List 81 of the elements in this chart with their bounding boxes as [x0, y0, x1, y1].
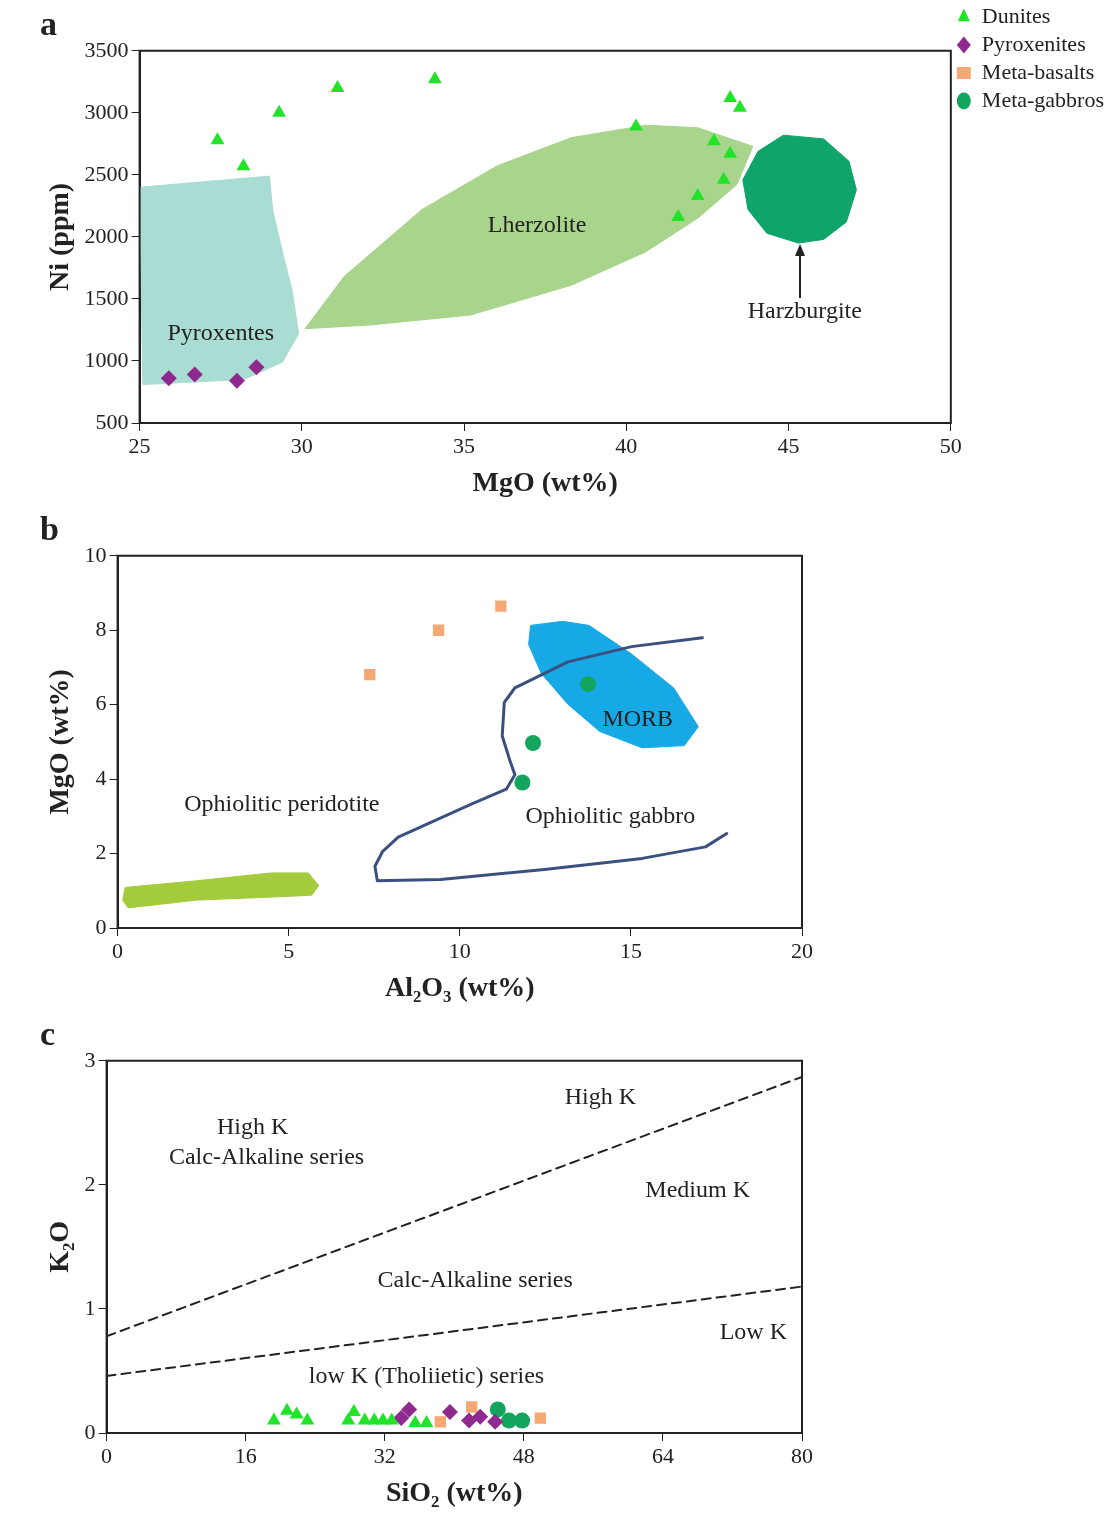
chart-title: c — [40, 1015, 56, 1053]
point — [427, 71, 442, 84]
y-tick-label: 10 — [84, 541, 107, 567]
annotation: Lherzolite — [487, 211, 587, 238]
y-tick-label: 2 — [84, 1170, 96, 1196]
point — [707, 133, 721, 146]
x-axis-title: Al₂O₃ (wt%) — [384, 971, 535, 1003]
point — [160, 370, 177, 387]
y-axis-title: Ni (ppm) — [43, 182, 75, 291]
annotation: Medium K — [645, 1176, 751, 1203]
y-tick-label: 0 — [84, 1418, 96, 1444]
x-tick-label: 30 — [290, 432, 313, 458]
point — [495, 600, 507, 612]
x-tick-label: 48 — [512, 1442, 535, 1468]
annotation: Calc-Alkaline series — [377, 1265, 573, 1292]
point — [432, 624, 445, 636]
legend-label: Meta-basalts — [981, 58, 1095, 84]
annotation: Ophiolitic gabbro — [525, 801, 696, 828]
annotation: High K — [216, 1113, 289, 1140]
x-axis-title: SiO₂ (wt%) — [385, 1476, 523, 1508]
annotation: MORB — [602, 704, 674, 731]
legend-label: Meta-gabbros — [981, 86, 1105, 112]
x-tick-label: 80 — [791, 1442, 813, 1468]
legend-label: Dunites — [981, 2, 1051, 28]
annotation: low K (Tholiietic) series — [308, 1362, 545, 1389]
legend-label: Pyroxenites — [981, 30, 1086, 56]
x-tick-label: 10 — [448, 937, 471, 963]
point — [248, 359, 265, 376]
point — [732, 99, 747, 112]
x-tick-label: 35 — [453, 432, 476, 458]
point — [228, 372, 245, 389]
y-tick-label: 4 — [95, 764, 107, 790]
point — [236, 158, 251, 171]
x-axis-title: MgO (wt%) — [472, 466, 618, 498]
chart-title: b — [40, 510, 59, 548]
annotation: Calc-Alkaline series — [168, 1142, 365, 1169]
point — [330, 80, 345, 93]
point — [364, 668, 376, 681]
y-axis-title: MgO (wt%) — [43, 669, 75, 815]
point — [723, 89, 738, 102]
y-tick-label: 6 — [95, 690, 107, 716]
point — [514, 774, 531, 791]
x-tick-label: 64 — [651, 1442, 674, 1468]
annotation: High K — [564, 1083, 637, 1110]
annotation: Pyroxentes — [167, 318, 275, 345]
y-tick-label: 0 — [95, 913, 107, 939]
y-tick-label: 8 — [95, 616, 107, 642]
x-tick-label: 50 — [939, 432, 962, 458]
point — [671, 209, 686, 222]
chart-title: a — [40, 5, 57, 43]
x-tick-label: 40 — [615, 432, 638, 458]
point — [186, 366, 203, 383]
x-tick-label: 5 — [283, 937, 295, 963]
point — [716, 171, 731, 184]
annotation: Low K — [719, 1317, 788, 1344]
x-tick-label: 45 — [777, 432, 800, 458]
annotation: Harzburgite — [747, 296, 862, 323]
y-tick-label: 3500 — [84, 36, 129, 62]
y-tick-label: 3 — [84, 1046, 96, 1072]
point — [690, 187, 705, 200]
y-axis-title: K₂O — [43, 1220, 75, 1273]
x-tick-label: 32 — [373, 1442, 396, 1468]
x-tick-label: 20 — [791, 937, 813, 963]
x-tick-label: 25 — [128, 432, 151, 458]
x-tick-label: 16 — [234, 1442, 257, 1468]
point — [580, 676, 597, 693]
y-tick-label: 2 — [95, 839, 107, 865]
point — [525, 735, 542, 752]
y-tick-label: 3000 — [84, 98, 129, 124]
y-tick-label: 1000 — [84, 346, 129, 372]
point — [629, 118, 643, 131]
point — [723, 145, 738, 158]
point — [210, 132, 225, 145]
x-tick-label: 15 — [619, 937, 642, 963]
y-tick-label: 2000 — [84, 222, 129, 248]
y-tick-label: 1500 — [84, 284, 129, 310]
point — [272, 104, 287, 117]
y-tick-label: 500 — [95, 408, 129, 434]
y-tick-label: 1 — [84, 1294, 96, 1320]
y-tick-label: 2500 — [84, 160, 129, 186]
annotation: Ophiolitic peridotite — [184, 790, 380, 817]
